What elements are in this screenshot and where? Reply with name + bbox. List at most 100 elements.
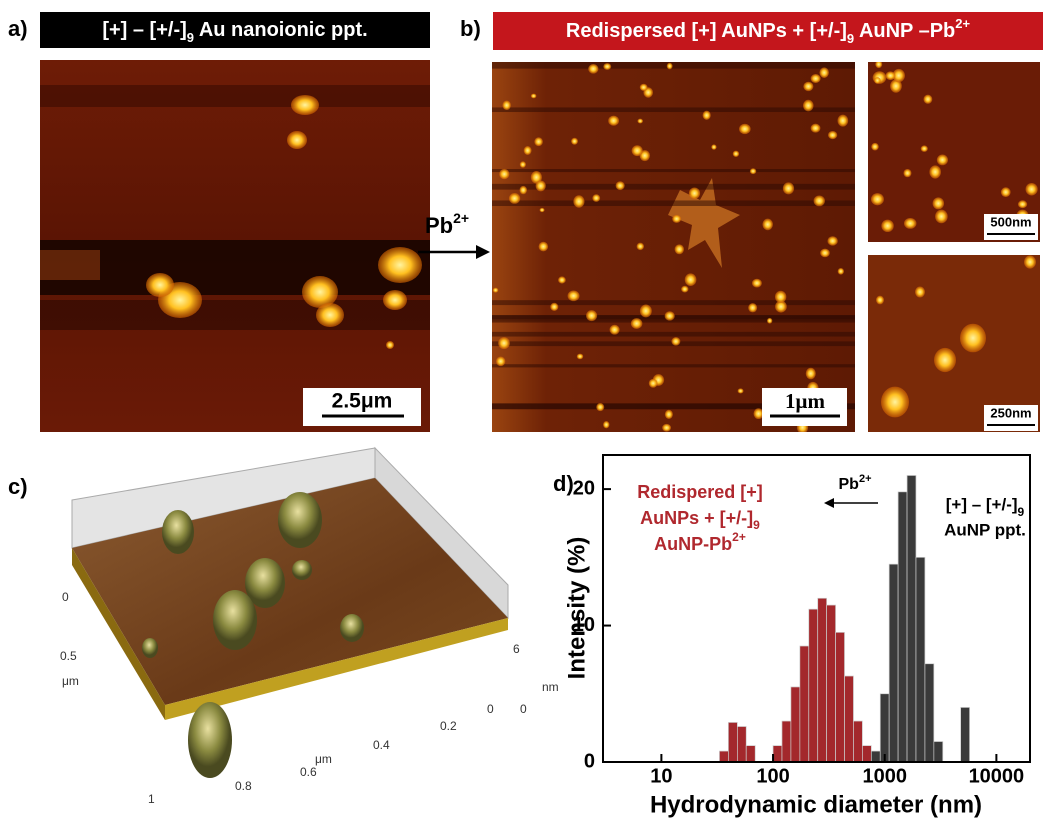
particle <box>685 273 697 286</box>
particle <box>675 244 684 254</box>
axis-tick-label: 0.8 <box>235 779 252 793</box>
particle <box>828 131 837 139</box>
histogram-bar <box>853 721 862 762</box>
bump <box>142 638 158 658</box>
particle <box>378 247 422 283</box>
particle <box>640 304 652 317</box>
histogram-bar <box>871 751 880 762</box>
particle <box>767 318 772 324</box>
particle <box>827 236 837 245</box>
panel-title: Redispersed [+] AuNPs + [+/-]9 AuNP –Pb2… <box>566 16 971 46</box>
particle <box>803 82 813 91</box>
particle <box>820 249 830 258</box>
y-axis-label: Intensity (%) <box>563 537 590 680</box>
x-tick-label: 10 <box>650 765 672 787</box>
annotation-sup: 2+ <box>859 473 872 485</box>
particle <box>610 325 620 335</box>
axis-tick-label: 0.6 <box>300 765 317 779</box>
histogram-bar <box>934 742 943 762</box>
particle <box>1026 183 1038 196</box>
particle <box>811 124 821 133</box>
title-sub: 9 <box>847 31 854 46</box>
particle <box>748 303 757 312</box>
particle <box>520 186 528 194</box>
scan-band <box>492 169 855 172</box>
scan-band <box>492 300 855 305</box>
axis-unit: μm <box>62 674 79 688</box>
particle <box>386 341 394 349</box>
afm-image <box>40 60 430 432</box>
annotation-sub: 9 <box>753 518 760 532</box>
histogram-bar <box>907 475 916 762</box>
histogram-bar <box>809 609 818 762</box>
histogram-bar <box>827 605 836 762</box>
x-axis-label: Hydrodynamic diameter (nm) <box>650 791 982 818</box>
particle <box>577 354 583 360</box>
particle <box>1001 187 1011 197</box>
panel-label: a) <box>8 16 28 41</box>
particle <box>806 368 816 380</box>
annotation: AuNP-Pb2+ <box>654 530 746 554</box>
particle <box>536 180 546 191</box>
histogram-bar <box>961 707 970 762</box>
axis-unit: nm <box>542 680 559 694</box>
annotation-text: AuNP-Pb <box>654 534 732 554</box>
particle <box>596 403 604 411</box>
particle <box>592 194 600 202</box>
particle <box>534 137 543 146</box>
axis-unit: μm <box>315 752 332 766</box>
scan-band <box>492 332 855 337</box>
particle <box>588 64 598 74</box>
particle <box>665 410 673 419</box>
bump <box>188 702 232 778</box>
histogram-bar <box>728 722 737 762</box>
particle <box>886 71 896 80</box>
particle <box>571 138 578 145</box>
histogram-bar <box>862 746 871 762</box>
particle <box>875 60 882 68</box>
axis-tick-label: 0 <box>487 702 494 716</box>
arrow-sup: 2+ <box>453 210 469 226</box>
afm-image <box>492 62 855 434</box>
histogram-bar <box>773 746 782 762</box>
scan-band <box>40 250 100 280</box>
particle <box>493 288 499 293</box>
particle <box>752 279 762 288</box>
histogram-bar <box>836 632 845 762</box>
annotation: AuNP ppt. <box>944 520 1026 539</box>
particle <box>632 145 643 156</box>
y-tick-label: 20 <box>573 477 595 499</box>
particle <box>903 169 911 177</box>
particle <box>637 243 644 250</box>
histogram-bar <box>746 746 755 762</box>
annotation-text: AuNPs + [+/-] <box>640 508 753 528</box>
axis-tick-label: 1 <box>148 792 155 806</box>
particle <box>1018 200 1027 208</box>
particle <box>923 95 932 104</box>
histogram-bar <box>925 664 934 762</box>
particle <box>146 273 174 297</box>
particle <box>814 195 825 206</box>
scale-label: 250nm <box>990 405 1031 420</box>
annotation-sup: 2+ <box>732 530 746 544</box>
particle <box>871 193 884 205</box>
particle <box>933 197 945 209</box>
particle <box>874 77 880 84</box>
histogram-bar <box>898 492 907 762</box>
title-text: Au nanoionic ppt. <box>194 19 368 41</box>
bump <box>340 614 364 642</box>
bump <box>292 560 312 580</box>
particle <box>935 210 948 224</box>
bump <box>162 510 194 554</box>
particle <box>1024 255 1036 268</box>
particle <box>733 151 739 157</box>
title-text: AuNP –Pb <box>854 20 955 42</box>
particle <box>287 131 307 149</box>
particle <box>819 67 828 78</box>
particle <box>672 215 681 223</box>
title-text: [+] – [+/-] <box>102 19 186 41</box>
scan-band <box>492 62 855 69</box>
annotation-sub: 9 <box>1018 505 1025 519</box>
scan-band <box>492 364 855 367</box>
scan-band <box>492 107 855 112</box>
